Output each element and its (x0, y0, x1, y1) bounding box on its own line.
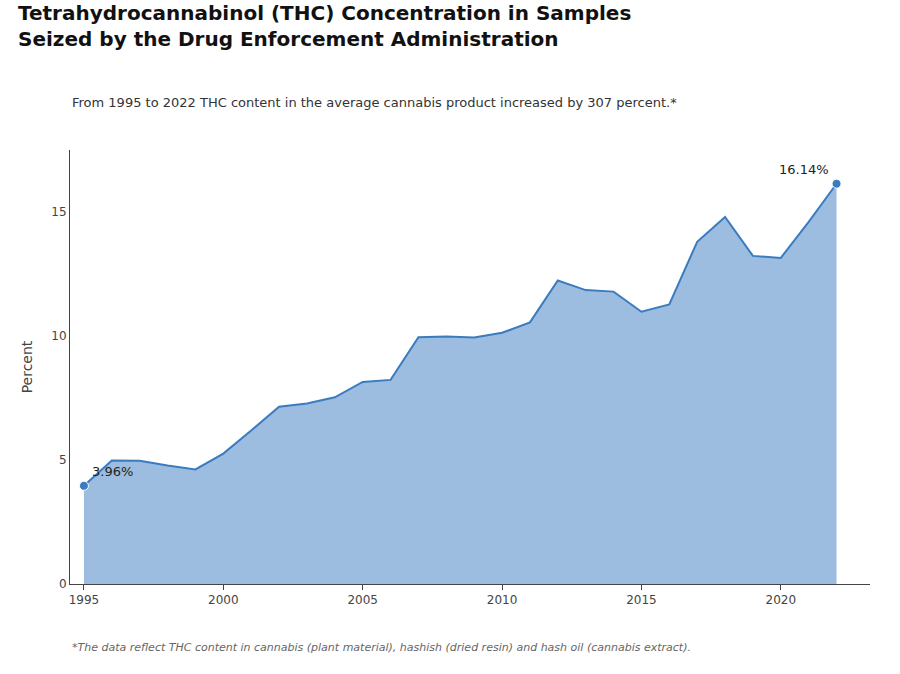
svg-text:Percent: Percent (19, 340, 35, 393)
svg-text:2020: 2020 (766, 593, 797, 607)
svg-text:16.14%: 16.14% (779, 162, 829, 177)
svg-text:2000: 2000 (208, 593, 239, 607)
svg-text:3.96%: 3.96% (92, 464, 133, 479)
svg-text:1995: 1995 (69, 593, 100, 607)
svg-text:From 1995 to 2022 THC content: From 1995 to 2022 THC content in the ave… (72, 95, 677, 110)
svg-text:Tetrahydrocannabinol (THC) Con: Tetrahydrocannabinol (THC) Concentration… (18, 1, 631, 51)
svg-text:10: 10 (51, 329, 66, 343)
svg-text:*The data reflect THC content: *The data reflect THC content in cannabi… (72, 641, 691, 654)
svg-text:15: 15 (51, 205, 66, 219)
svg-text:5: 5 (59, 453, 67, 467)
svg-text:2010: 2010 (487, 593, 518, 607)
svg-text:2015: 2015 (626, 593, 657, 607)
svg-text:0: 0 (59, 577, 67, 591)
svg-text:2005: 2005 (347, 593, 378, 607)
